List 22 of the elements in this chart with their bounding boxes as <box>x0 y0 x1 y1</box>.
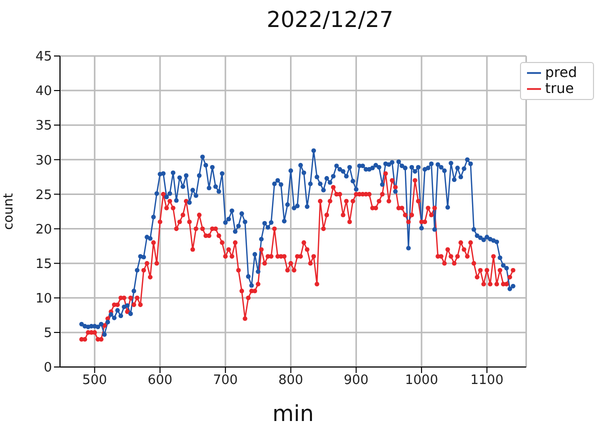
legend-label: pred <box>545 65 577 81</box>
x-axis-title: min <box>272 402 314 427</box>
y-tick-label: 10 <box>35 292 52 307</box>
y-axis-title: count <box>2 193 17 230</box>
x-tick-label: 800 <box>278 373 304 388</box>
x-tick-label: 900 <box>344 373 369 388</box>
y-tick-label: 0 <box>44 360 52 376</box>
y-tick-label: 40 <box>35 84 52 100</box>
x-tick-label: 1000 <box>405 373 438 388</box>
chart-title: 2022/12/27 <box>266 8 394 33</box>
x-tick-label: 500 <box>82 373 108 388</box>
y-tick-label: 35 <box>35 118 52 134</box>
y-tick-label: 5 <box>44 326 52 342</box>
y-tick-label: 20 <box>35 222 52 238</box>
y-tick-label: 15 <box>35 256 52 272</box>
y-tick-label: 45 <box>35 50 52 65</box>
y-tick-label: 30 <box>35 153 52 168</box>
legend-label: true <box>545 81 574 97</box>
x-tick-label: 1100 <box>470 373 504 388</box>
x-tick-label: 700 <box>212 373 238 388</box>
x-tick-label: 600 <box>148 373 172 388</box>
y-tick-label: 25 <box>35 188 52 203</box>
